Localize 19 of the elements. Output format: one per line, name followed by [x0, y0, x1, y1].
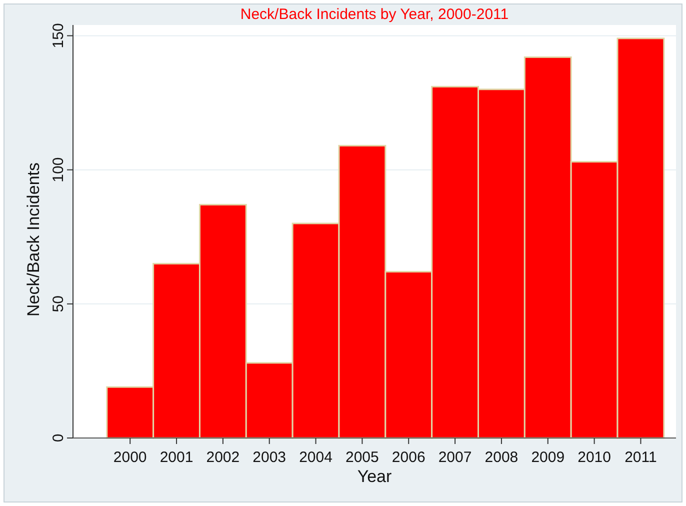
- y-tick-label: 50: [50, 296, 67, 312]
- x-axis-title: Year: [357, 467, 392, 486]
- x-tick-label: 2000: [113, 449, 147, 466]
- x-tick-label: 2003: [252, 449, 286, 466]
- y-tick-label: 150: [50, 23, 67, 48]
- y-tick-label: 100: [50, 157, 67, 182]
- x-tick-label: 2005: [346, 449, 379, 466]
- x-tick-label: 2007: [438, 449, 472, 466]
- x-tick-label: 2004: [299, 449, 332, 466]
- x-tick-label: 2002: [206, 449, 240, 466]
- x-tick-label: 2009: [531, 449, 565, 466]
- y-tick-label: 0: [50, 434, 67, 442]
- y-axis-title: Neck/Back Incidents: [24, 162, 43, 317]
- x-tick-label: 2001: [160, 449, 194, 466]
- x-tick-label: 2008: [484, 449, 518, 466]
- x-tick-label: 2011: [624, 449, 657, 466]
- x-tick-label: 2010: [578, 449, 611, 466]
- x-tick-label: 2006: [392, 449, 426, 466]
- chart-title: Neck/Back Incidents by Year, 2000-2011: [240, 6, 509, 23]
